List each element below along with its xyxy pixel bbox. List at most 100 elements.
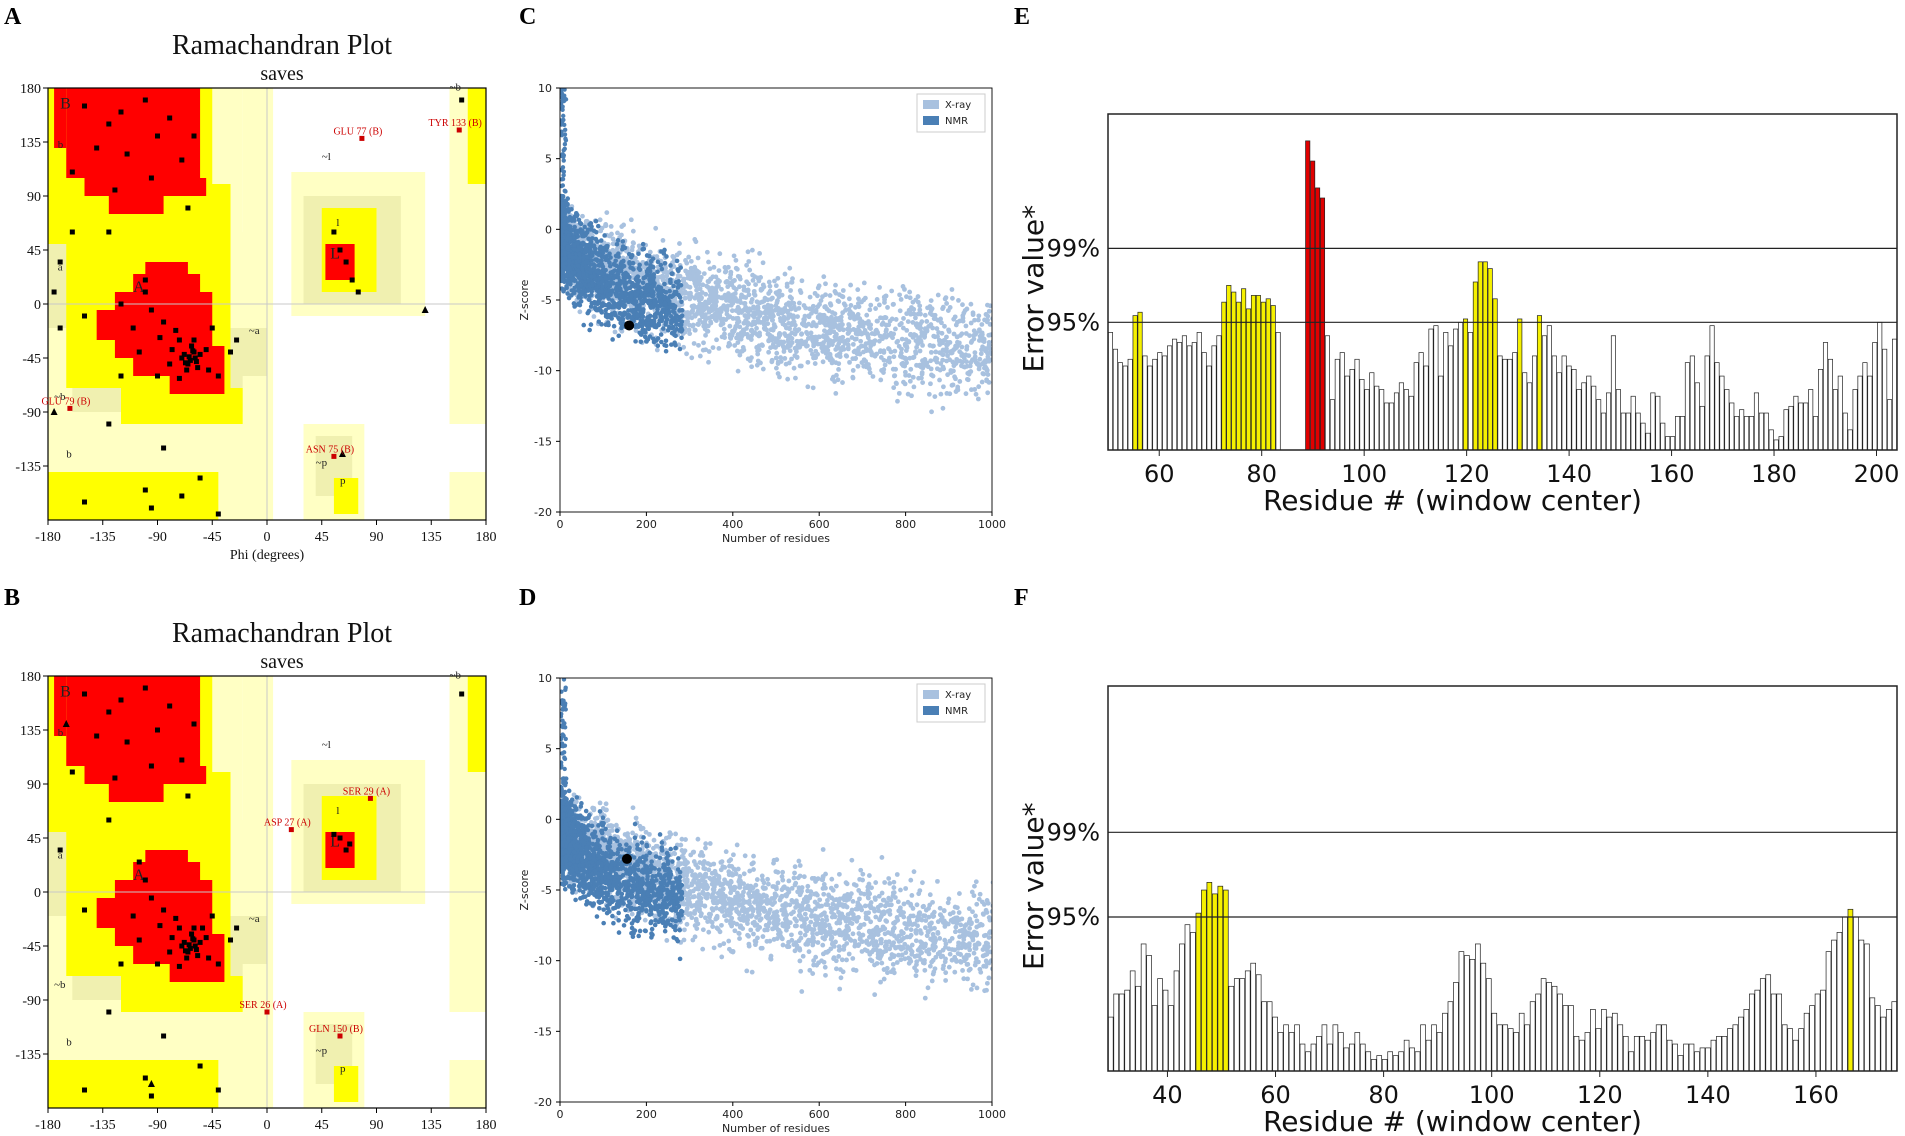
nmr-point	[616, 304, 621, 310]
xray-point	[766, 349, 772, 355]
xray-point	[919, 329, 925, 335]
xray-point	[896, 390, 902, 396]
xray-point	[762, 310, 768, 316]
region-label: ~b	[450, 81, 462, 93]
y-tick-label: -20	[534, 506, 552, 519]
nmr-point	[646, 292, 651, 298]
xray-point	[882, 297, 887, 302]
xray-point	[702, 315, 708, 320]
residue-point	[136, 937, 142, 943]
nmr-point	[589, 258, 594, 263]
xray-point	[700, 282, 706, 288]
nmr-point	[650, 304, 656, 310]
xray-point	[904, 328, 910, 333]
nmr-point	[655, 310, 661, 316]
xray-point	[736, 310, 742, 316]
nmr-point	[562, 132, 568, 137]
additional-region	[467, 676, 486, 772]
xray-point	[936, 337, 942, 343]
residue-point	[197, 1063, 203, 1069]
xray-point	[907, 310, 913, 316]
x-tick-label: 135	[421, 530, 442, 545]
residue-point	[124, 739, 130, 745]
residue-point	[331, 831, 337, 837]
xray-point	[768, 345, 773, 351]
nmr-point	[609, 316, 614, 321]
xray-point	[887, 881, 893, 886]
xray-point	[817, 320, 823, 325]
xray-point	[899, 336, 905, 342]
xray-point	[850, 311, 856, 317]
xray-point	[729, 308, 735, 314]
nmr-point	[640, 241, 646, 247]
residue-point	[193, 947, 199, 953]
xray-point	[855, 287, 861, 293]
xray-point	[749, 364, 755, 370]
xray-point	[885, 305, 890, 310]
nmr-point	[613, 291, 619, 297]
x-tick-label: 0	[557, 518, 564, 531]
xray-point	[850, 374, 856, 380]
xray-point	[761, 304, 767, 310]
residue-point	[148, 1093, 154, 1099]
nmr-point	[594, 268, 599, 274]
nmr-point	[576, 217, 582, 223]
xray-point	[628, 217, 634, 223]
xray-point	[799, 338, 804, 344]
additional-region	[333, 478, 359, 514]
xray-point	[683, 258, 688, 263]
xray-point	[751, 310, 757, 316]
core-region	[84, 766, 207, 784]
y-tick-label: -90	[22, 994, 41, 1009]
xray-point	[768, 296, 774, 302]
xray-point	[833, 282, 838, 288]
nmr-point	[655, 336, 661, 341]
nmr-point	[608, 255, 613, 260]
xray-point	[934, 326, 940, 331]
y-tick-label: 0	[34, 298, 41, 313]
generous-region	[449, 1060, 486, 1108]
nmr-point	[668, 280, 673, 286]
nmr-point	[670, 308, 676, 314]
nmr-point	[664, 305, 670, 310]
residue-point	[82, 499, 87, 505]
xray-point	[682, 295, 688, 301]
nmr-point	[591, 228, 597, 233]
xray-point	[719, 286, 724, 292]
core-region	[66, 676, 201, 766]
nmr-point	[662, 261, 668, 266]
xray-point	[750, 272, 756, 278]
xray-point	[897, 292, 902, 298]
x-tick-label: -90	[148, 1118, 167, 1133]
residue-point	[355, 289, 361, 295]
xray-point	[987, 346, 992, 352]
xray-point	[750, 278, 756, 283]
xray-point	[881, 370, 886, 375]
xray-point	[993, 362, 998, 367]
y-tick-label: 135	[20, 724, 41, 739]
xray-point	[671, 255, 677, 261]
nmr-point	[562, 142, 568, 147]
xray-point	[811, 353, 817, 359]
nmr-point	[585, 227, 591, 232]
residue-point	[186, 942, 192, 948]
nmr-point	[607, 263, 613, 269]
xray-point	[898, 354, 904, 359]
residue-point	[191, 721, 197, 727]
xray-point	[986, 358, 992, 364]
xray-point	[876, 302, 882, 308]
xray-point	[939, 320, 944, 326]
residue-point	[186, 354, 192, 360]
region-label: p	[340, 1063, 346, 1075]
xray-point	[895, 398, 900, 404]
nmr-point	[615, 237, 621, 243]
xray-point	[928, 349, 934, 355]
residue-point	[167, 361, 173, 367]
xray-point	[853, 328, 858, 333]
xray-point	[819, 345, 825, 351]
xray-point	[791, 365, 797, 371]
nmr-point	[599, 289, 605, 294]
region-label: A	[133, 867, 145, 884]
xray-point	[760, 343, 765, 348]
xray-point	[677, 273, 683, 279]
